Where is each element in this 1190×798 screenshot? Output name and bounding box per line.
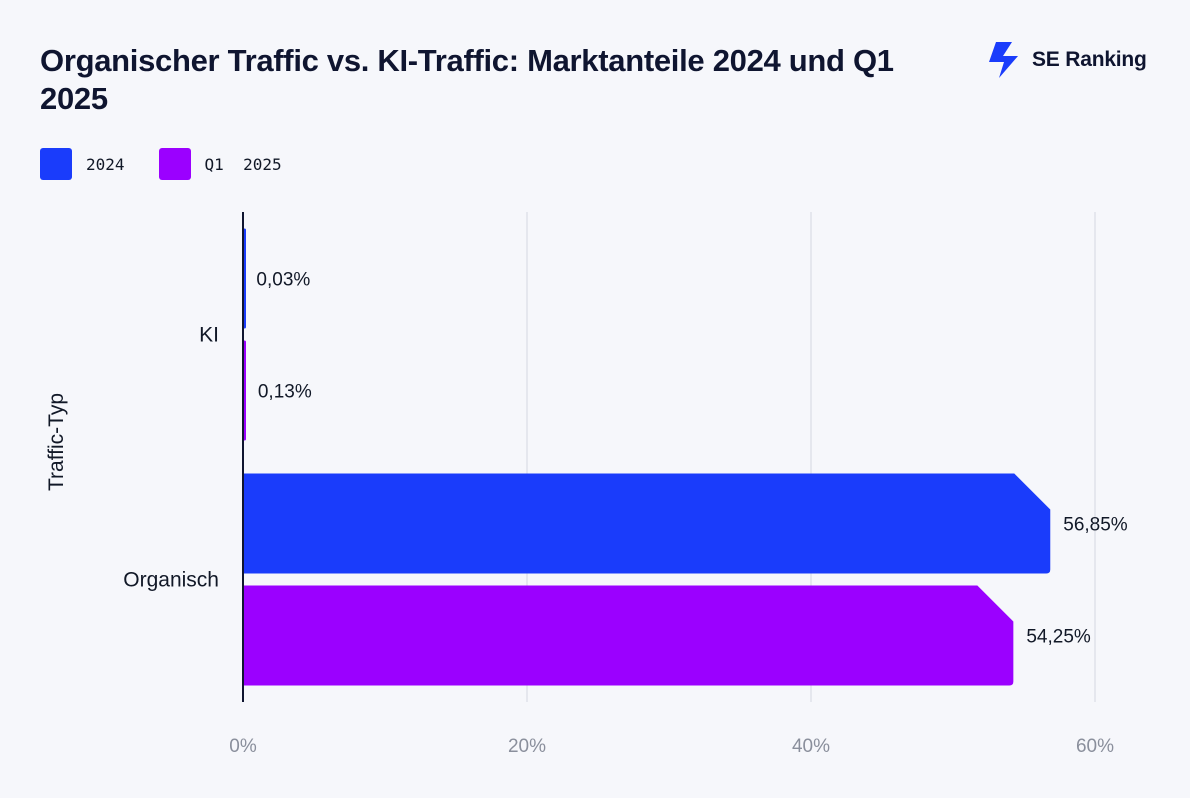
brand-logo: SE Ranking (986, 40, 1147, 80)
legend-swatch-2024 (40, 148, 72, 180)
brand-name: SE Ranking (1032, 48, 1147, 71)
y-category-label: KI (199, 324, 219, 347)
legend-label-q1-2025: Q1 2025 (204, 154, 282, 174)
chart-legend: 2024 Q1 2025 (40, 148, 282, 180)
x-tick-label: 40% (792, 736, 830, 757)
data-label: 56,85% (1063, 515, 1128, 536)
x-tick-label: 20% (508, 736, 546, 757)
se-ranking-logo-icon (989, 42, 1018, 78)
data-label: 54,25% (1026, 627, 1091, 648)
bar (243, 585, 1014, 686)
bar (243, 473, 1051, 574)
y-category-label: Organisch (123, 569, 219, 592)
data-label: 0,03% (256, 270, 310, 291)
x-tick-label: 60% (1076, 736, 1114, 757)
data-label: 0,13% (258, 382, 312, 403)
legend-label-2024: 2024 (86, 154, 125, 174)
chart-title: Organischer Traffic vs. KI-Traffic: Mark… (40, 43, 894, 116)
legend-swatch-q1-2025 (158, 148, 191, 180)
x-tick-label: 0% (229, 736, 257, 757)
legend-item-q1-2025: Q1 2025 (158, 148, 282, 180)
y-axis-title: Traffic-Typ (45, 393, 68, 491)
legend-item-2024: 2024 (40, 148, 125, 180)
